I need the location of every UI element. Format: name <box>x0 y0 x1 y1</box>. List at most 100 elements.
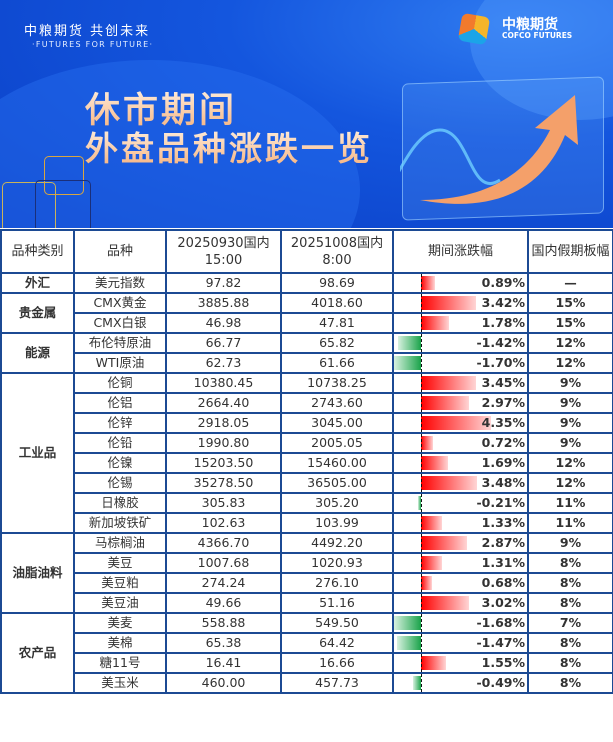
bar-axis <box>421 474 422 492</box>
table-row: 糖11号 16.41 16.66 1.55% 8% <box>1 652 613 674</box>
table-row: 伦镍 15203.50 15460.00 1.69% 12% <box>1 452 613 474</box>
product-cell: 马棕榈油 <box>73 532 167 554</box>
table-row: 美豆 1007.68 1020.93 1.31% 8% <box>1 552 613 574</box>
title-line-2: 外盘品种涨跌一览 <box>85 122 373 170</box>
change-bar-up <box>421 456 449 470</box>
bar-axis <box>421 394 422 412</box>
category-cell: 能源 <box>0 332 75 374</box>
price-before-cell: 62.73 <box>165 352 282 374</box>
bar-axis <box>421 374 422 392</box>
change-bar-up <box>421 276 436 290</box>
table-row: 农产品 美麦 558.88 549.50 -1.68% 7% <box>0 612 613 694</box>
change-bar-up <box>421 436 433 450</box>
product-cell: 伦铅 <box>73 432 167 454</box>
price-after-cell: 36505.00 <box>280 472 394 494</box>
table-row: WTI原油 62.73 61.66 -1.70% 12% <box>1 352 613 374</box>
limit-cell: 12% <box>527 352 613 374</box>
product-cell: 伦铜 <box>73 372 167 394</box>
category-cell: 农产品 <box>0 612 75 694</box>
price-before-cell: 10380.45 <box>165 372 282 394</box>
change-bar-up <box>421 416 491 430</box>
limit-cell: 8% <box>527 652 613 674</box>
price-before-cell: 305.83 <box>165 492 282 514</box>
table-row: 伦锌 2918.05 3045.00 4.35% 9% <box>1 412 613 434</box>
change-value: 3.42% <box>481 295 525 310</box>
change-value: 0.72% <box>481 435 525 450</box>
bar-axis <box>421 634 422 652</box>
change-value: -0.49% <box>476 675 525 690</box>
product-cell: 美豆油 <box>73 592 167 614</box>
bar-axis <box>421 554 422 572</box>
table-row: 伦铅 1990.80 2005.05 0.72% 9% <box>1 432 613 454</box>
table-header-row: 品种类别 品种 20250930国内15:00 20251008国内8:00 期… <box>0 229 613 274</box>
price-before-cell: 274.24 <box>165 572 282 594</box>
price-before-cell: 97.82 <box>165 272 282 294</box>
table-row: 能源 布伦特原油 66.77 65.82 -1.42% 12% <box>0 332 613 374</box>
product-cell: 伦锡 <box>73 472 167 494</box>
change-bar-up <box>421 656 446 670</box>
change-cell: 1.31% <box>392 552 529 574</box>
title-line-1: 休市期间 <box>85 82 237 133</box>
change-bar-up <box>421 396 469 410</box>
category-cell: 外汇 <box>0 272 75 294</box>
change-cell: -1.47% <box>392 632 529 654</box>
change-cell: -1.42% <box>392 332 529 354</box>
change-value: 1.55% <box>481 655 525 670</box>
table-row: 伦锡 35278.50 36505.00 3.48% 12% <box>1 472 613 494</box>
price-before-cell: 2918.05 <box>165 412 282 434</box>
cofco-logo-icon <box>457 12 491 46</box>
price-change-table: 品种类别 品种 20250930国内15:00 20251008国内8:00 期… <box>0 229 613 694</box>
price-before-cell: 558.88 <box>165 612 282 634</box>
limit-cell: 8% <box>527 572 613 594</box>
limit-cell: 8% <box>527 632 613 654</box>
price-before-cell: 2664.40 <box>165 392 282 414</box>
change-value: 0.68% <box>481 575 525 590</box>
price-after-cell: 305.20 <box>280 492 394 514</box>
change-bar-up <box>421 536 467 550</box>
price-before-cell: 4366.70 <box>165 532 282 554</box>
product-cell: 伦锌 <box>73 412 167 434</box>
change-value: 1.78% <box>481 315 525 330</box>
category-cell: 工业品 <box>0 372 75 534</box>
change-bar-down <box>394 616 421 630</box>
slogan-en: ·FUTURES FOR FUTURE· <box>32 40 154 49</box>
change-value: 4.35% <box>481 415 525 430</box>
product-cell: 美棉 <box>73 632 167 654</box>
banner-decoration <box>44 156 84 195</box>
change-bar-up <box>421 316 450 330</box>
product-cell: 美玉米 <box>73 672 167 694</box>
change-value: 1.33% <box>481 515 525 530</box>
bar-axis <box>421 654 422 672</box>
change-bar-down <box>398 336 421 350</box>
table-row: 油脂油料 马棕榈油 4366.70 4492.20 2.87% 9% <box>0 532 613 614</box>
product-cell: 布伦特原油 <box>73 332 167 354</box>
price-after-cell: 1020.93 <box>280 552 394 574</box>
change-bar-up <box>421 516 443 530</box>
limit-cell: 8% <box>527 552 613 574</box>
limit-cell: 7% <box>527 612 613 634</box>
price-before-cell: 65.38 <box>165 632 282 654</box>
limit-cell: 12% <box>527 332 613 354</box>
price-after-cell: 16.66 <box>280 652 394 674</box>
change-cell: 4.35% <box>392 412 529 434</box>
logo-text-cn: 中粮期货 <box>502 17 558 33</box>
price-before-cell: 35278.50 <box>165 472 282 494</box>
change-cell: 1.69% <box>392 452 529 474</box>
price-before-cell: 1990.80 <box>165 432 282 454</box>
change-cell: -1.68% <box>392 612 529 634</box>
price-after-cell: 3045.00 <box>280 412 394 434</box>
price-after-cell: 64.42 <box>280 632 394 654</box>
limit-cell: 9% <box>527 412 613 434</box>
header-change: 期间涨跌幅 <box>392 229 529 274</box>
bar-axis <box>421 514 422 532</box>
table-row: 新加坡铁矿 102.63 103.99 1.33% 11% <box>1 512 613 534</box>
limit-cell: 9% <box>527 532 613 554</box>
category-cell: 油脂油料 <box>0 532 75 614</box>
change-cell: 3.45% <box>392 372 529 394</box>
price-before-cell: 49.66 <box>165 592 282 614</box>
product-cell: WTI原油 <box>73 352 167 374</box>
table-row: 贵金属 CMX黄金 3885.88 4018.60 3.42% 15% <box>0 292 613 334</box>
header-product: 品种 <box>73 229 167 274</box>
limit-cell: 15% <box>527 292 613 314</box>
change-cell: 3.42% <box>392 292 529 314</box>
